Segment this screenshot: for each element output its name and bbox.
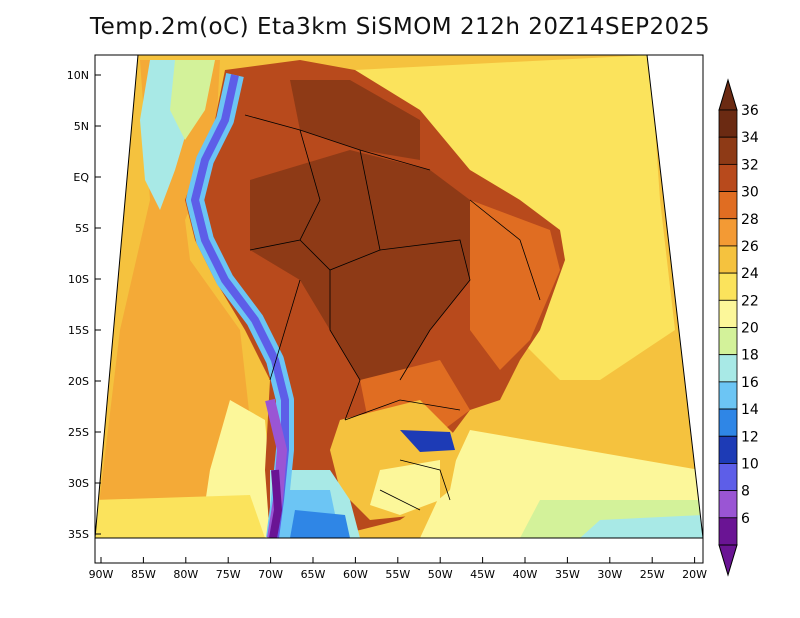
colorbar-label: 26 <box>741 239 759 255</box>
lon-tick-label: 40W <box>513 568 538 581</box>
colorbar-segment <box>718 272 738 301</box>
colorbar-segment <box>718 109 738 138</box>
colorbar-segment <box>718 408 738 437</box>
colorbar-segment <box>718 463 738 492</box>
lat-tick-label: 5N <box>74 120 89 133</box>
lon-tick-label: 90W <box>89 568 114 581</box>
lon-tick-label: 85W <box>131 568 156 581</box>
colorbar-segment <box>718 163 738 192</box>
colorbar-segment <box>718 327 738 356</box>
colorbar-segment <box>718 245 738 274</box>
lon-tick-label: 20W <box>682 568 707 581</box>
lon-tick-label: 60W <box>343 568 368 581</box>
colorbar-label: 6 <box>741 511 750 527</box>
lon-tick-label: 45W <box>470 568 495 581</box>
colorbar-label: 28 <box>741 212 759 228</box>
colorbar-label: 24 <box>741 266 759 282</box>
colorbar-segment <box>718 218 738 247</box>
lat-tick-label: EQ <box>73 171 89 184</box>
longitude-axis: 90W 85W 80W 75W 70W 65W 60W 55W 50W 45W 40W 35W 30W 2… <box>89 557 707 581</box>
colorbar-segment <box>718 354 738 383</box>
colorbar-segment <box>718 381 738 410</box>
lon-tick-label: 75W <box>216 568 241 581</box>
colorbar-label: 30 <box>741 185 759 201</box>
colorbar-label: 8 <box>741 484 750 500</box>
lon-tick-label: 55W <box>385 568 410 581</box>
colorbar-label: 34 <box>741 130 759 146</box>
lon-tick-label: 70W <box>258 568 283 581</box>
lat-tick-label: 20S <box>68 375 89 388</box>
colorbar-bottom-arrow <box>718 544 738 577</box>
lat-tick-label: 35S <box>68 528 89 541</box>
colorbar-label: 12 <box>741 429 759 445</box>
lat-tick-label: 10S <box>68 273 89 286</box>
lat-tick-label: 30S <box>68 477 89 490</box>
colorbar-label: 16 <box>741 375 759 391</box>
lon-tick-label: 80W <box>173 568 198 581</box>
colorbar-label: 32 <box>741 157 759 173</box>
map-frame <box>94 54 704 564</box>
colorbar-label: 22 <box>741 293 759 309</box>
colorbar-segment <box>718 299 738 328</box>
lon-tick-label: 25W <box>640 568 665 581</box>
colorbar-segment <box>718 490 738 519</box>
latitude-axis: 10N 5N EQ 5S 10S 15S 20S 25S 30S 35S <box>67 69 101 541</box>
colorbar-segment <box>718 517 738 546</box>
map-field <box>95 55 703 538</box>
lat-tick-label: 10N <box>67 69 89 82</box>
colorbar-segment <box>718 136 738 165</box>
colorbar-top-arrow <box>718 78 738 111</box>
colorbar-label: 20 <box>741 321 759 337</box>
colorbar-label: 14 <box>741 402 759 418</box>
colorbar-segment <box>718 435 738 464</box>
lon-tick-label: 35W <box>555 568 580 581</box>
colorbar-label: 10 <box>741 456 759 472</box>
lon-tick-label: 30W <box>597 568 622 581</box>
lon-tick-label: 65W <box>301 568 326 581</box>
lat-tick-label: 15S <box>68 324 89 337</box>
colorbar: 36 34 32 30 28 26 24 22 20 18 16 14 12 10 8 6 <box>718 78 759 577</box>
lat-tick-label: 25S <box>68 426 89 439</box>
colorbar-label: 18 <box>741 348 759 364</box>
colorbar-label: 36 <box>741 103 759 119</box>
lon-tick-label: 50W <box>428 568 453 581</box>
colorbar-segment <box>718 191 738 220</box>
map-title: Temp.2m(oC) Eta3km SiSMOM 212h 20Z14SEP2… <box>89 14 711 40</box>
lat-tick-label: 5S <box>75 222 89 235</box>
